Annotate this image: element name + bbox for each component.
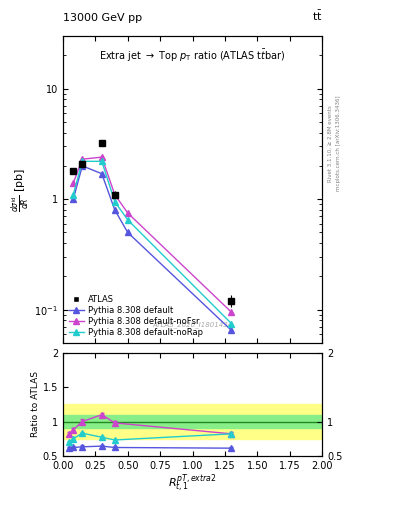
Y-axis label: Ratio to ATLAS: Ratio to ATLAS <box>31 372 40 437</box>
Text: ATLAS_2020_I1801434: ATLAS_2020_I1801434 <box>152 321 233 328</box>
Text: t$\bar{\rm t}$: t$\bar{\rm t}$ <box>312 9 322 23</box>
X-axis label: $R_{t,1}^{pT,extra2}$: $R_{t,1}^{pT,extra2}$ <box>168 473 217 496</box>
Text: 13000 GeV pp: 13000 GeV pp <box>63 13 142 23</box>
Text: Rivet 3.1.10, ≥ 2.8M events: Rivet 3.1.10, ≥ 2.8M events <box>328 105 333 182</box>
Text: Extra jet $\rightarrow$ Top $p_{\rm T}$ ratio (ATLAS t$\bar{t}$bar): Extra jet $\rightarrow$ Top $p_{\rm T}$ … <box>99 48 286 64</box>
Text: mcplots.cern.ch [arXiv:1306.3436]: mcplots.cern.ch [arXiv:1306.3436] <box>336 96 341 191</box>
Bar <box>63 415 322 429</box>
Bar <box>63 404 322 439</box>
Legend: ATLAS, Pythia 8.308 default, Pythia 8.308 default-noFsr, Pythia 8.308 default-no: ATLAS, Pythia 8.308 default, Pythia 8.30… <box>67 293 204 339</box>
Y-axis label: $\frac{d\sigma^{\rm id}}{dR}$ [pb]: $\frac{d\sigma^{\rm id}}{dR}$ [pb] <box>11 167 31 211</box>
